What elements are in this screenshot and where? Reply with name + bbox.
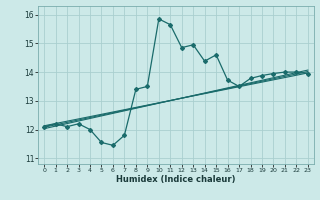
X-axis label: Humidex (Indice chaleur): Humidex (Indice chaleur) — [116, 175, 236, 184]
